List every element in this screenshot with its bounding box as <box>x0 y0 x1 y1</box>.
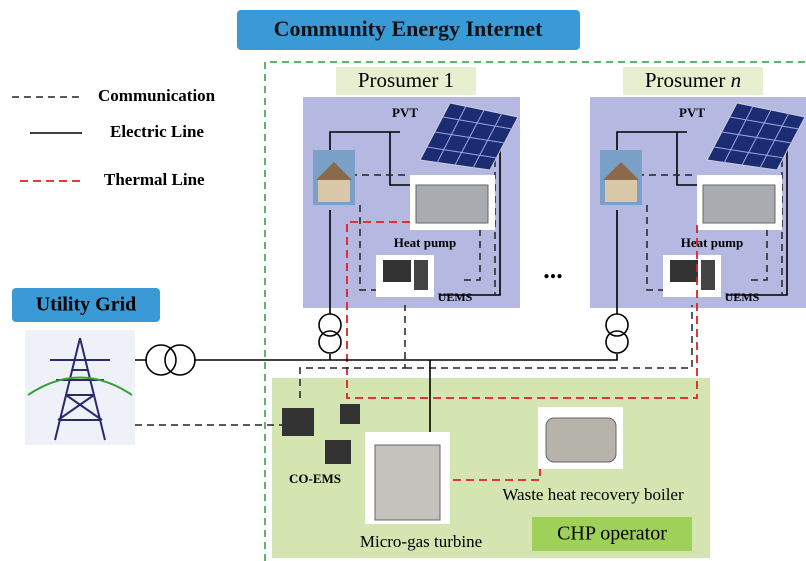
co-ems-monitor <box>325 440 351 464</box>
grid-transformer <box>146 345 176 375</box>
prosumer-label: Prosumer n <box>645 68 741 92</box>
boiler-label: Waste heat recovery boiler <box>502 485 684 504</box>
prosumer: Prosumer 1 PVT Heat pump UEMS <box>303 67 520 308</box>
legend-label: Electric Line <box>110 122 204 141</box>
uems-tower <box>701 260 715 290</box>
legend-label: Communication <box>98 86 216 105</box>
co-ems-monitor <box>340 404 360 424</box>
prosumer-transformer <box>606 314 628 336</box>
prosumer-name: Prosumer <box>645 68 726 92</box>
heat-pump <box>416 185 488 223</box>
heat-pump-label: Heat pump <box>394 235 456 250</box>
prosumer-index: 1 <box>444 68 455 92</box>
micro-gas-turbine <box>375 445 440 520</box>
boiler <box>546 418 616 462</box>
heat-pump <box>703 185 775 223</box>
legend-label: Thermal Line <box>104 170 205 189</box>
title: Community Energy Internet <box>274 16 544 41</box>
prosumer-name: Prosumer <box>358 68 439 92</box>
prosumer-transformer <box>606 331 628 353</box>
prosumer: Prosumer n PVT Heat pump UEMS <box>590 67 806 308</box>
house-wall <box>605 180 637 202</box>
prosumer-transformer <box>319 331 341 353</box>
prosumer-transformer <box>319 314 341 336</box>
pvt-label: PVT <box>679 105 705 120</box>
co-ems-label: CO-EMS <box>289 471 341 486</box>
house-wall <box>318 180 350 202</box>
uems-monitor <box>670 260 698 282</box>
co-ems-monitor <box>282 408 314 436</box>
uems-tower <box>414 260 428 290</box>
uems-label: UEMS <box>438 290 473 304</box>
turbine-label: Micro-gas turbine <box>360 532 482 551</box>
uems-monitor <box>383 260 411 282</box>
prosumer-label: Prosumer 1 <box>358 68 454 92</box>
utility-grid-label: Utility Grid <box>36 294 137 316</box>
prosumer-index: n <box>731 68 742 92</box>
diagram: Community Energy Internet Communication … <box>0 0 806 561</box>
uems-label: UEMS <box>725 290 760 304</box>
chp-label: CHP operator <box>557 523 667 545</box>
heat-pump-label: Heat pump <box>681 235 743 250</box>
ellipsis: ... <box>543 255 563 284</box>
grid-transformer <box>165 345 195 375</box>
pvt-label: PVT <box>392 105 418 120</box>
